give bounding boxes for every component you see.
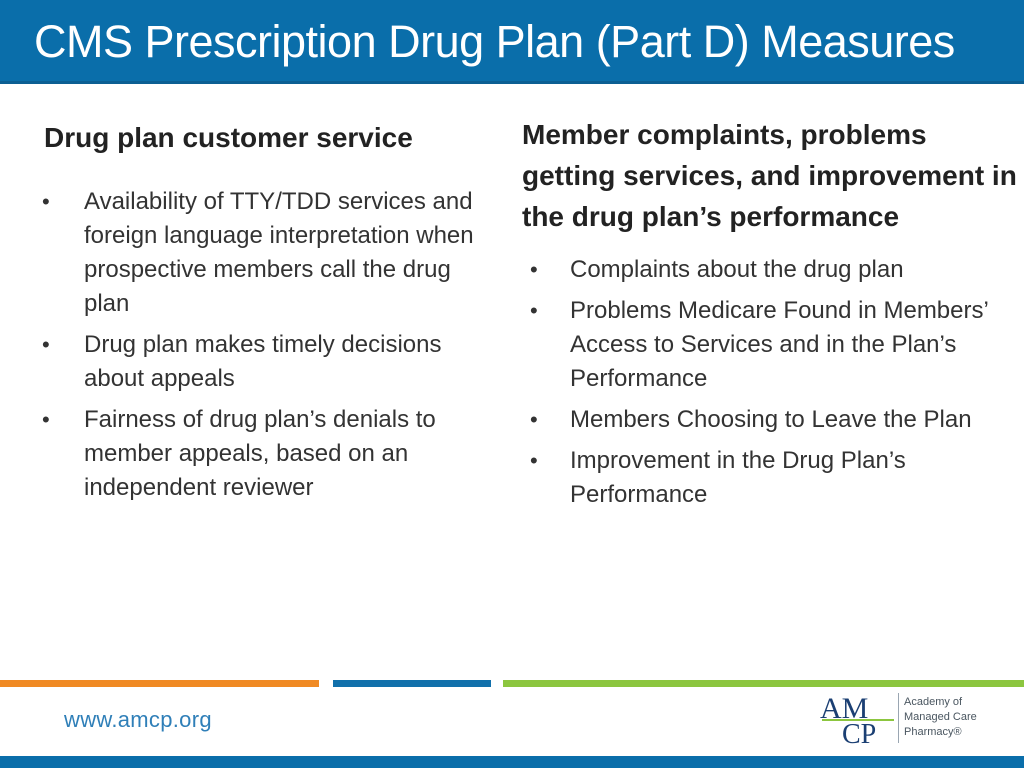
bullet-icon: • <box>42 189 50 214</box>
list-item: • Improvement in the Drug Plan’s Perform… <box>530 444 1010 512</box>
list-item: • Drug plan makes timely decisions about… <box>42 328 479 396</box>
list-item-text: Availability of TTY/TDD services and for… <box>84 188 474 317</box>
list-item-text: Improvement in the Drug Plan’s Performan… <box>570 447 906 508</box>
footer-stripe-orange <box>0 680 319 687</box>
left-bullet-list: • Availability of TTY/TDD services and f… <box>42 185 479 512</box>
list-item: • Complaints about the drug plan <box>530 253 1010 287</box>
slide-title: CMS Prescription Drug Plan (Part D) Meas… <box>34 16 955 67</box>
title-bar: CMS Prescription Drug Plan (Part D) Meas… <box>0 0 1024 84</box>
bullet-icon: • <box>530 257 538 282</box>
list-item: • Fairness of drug plan’s denials to mem… <box>42 403 479 505</box>
amcp-logo: AM CP Academy of Managed Care Pharmacy® <box>820 690 1010 745</box>
logo-text-line3: Pharmacy® <box>904 726 962 738</box>
bullet-icon: • <box>530 298 538 323</box>
logo-text: Academy of Managed Care Pharmacy® <box>904 695 977 740</box>
list-item: • Availability of TTY/TDD services and f… <box>42 185 479 321</box>
right-bullet-list: • Complaints about the drug plan • Probl… <box>530 253 1010 519</box>
list-item-text: Members Choosing to Leave the Plan <box>570 406 972 433</box>
bottom-bar <box>0 756 1024 768</box>
list-item-text: Fairness of drug plan’s denials to membe… <box>84 406 436 501</box>
list-item: • Problems Medicare Found in Members’ Ac… <box>530 294 1010 396</box>
logo-divider <box>898 693 899 743</box>
amcp-logo-mark-icon: AM CP <box>820 692 894 745</box>
list-item-text: Drug plan makes timely decisions about a… <box>84 331 442 392</box>
list-item: • Members Choosing to Leave the Plan <box>530 403 1010 437</box>
logo-text-line2: Managed Care <box>904 711 977 723</box>
footer-stripe-green <box>503 680 1024 687</box>
bullet-icon: • <box>530 448 538 473</box>
bullet-icon: • <box>42 332 50 357</box>
bullet-icon: • <box>530 407 538 432</box>
left-column-heading: Drug plan customer service <box>44 122 413 153</box>
logo-mark-bottom: CP <box>842 719 876 745</box>
bullet-icon: • <box>42 407 50 432</box>
footer-url: www.amcp.org <box>64 707 212 732</box>
right-column-heading: Member complaints, problems getting serv… <box>522 119 1017 232</box>
list-item-text: Complaints about the drug plan <box>570 256 904 283</box>
footer-stripe-blue <box>333 680 491 687</box>
logo-text-line1: Academy of <box>904 696 963 708</box>
list-item-text: Problems Medicare Found in Members’ Acce… <box>570 297 988 392</box>
